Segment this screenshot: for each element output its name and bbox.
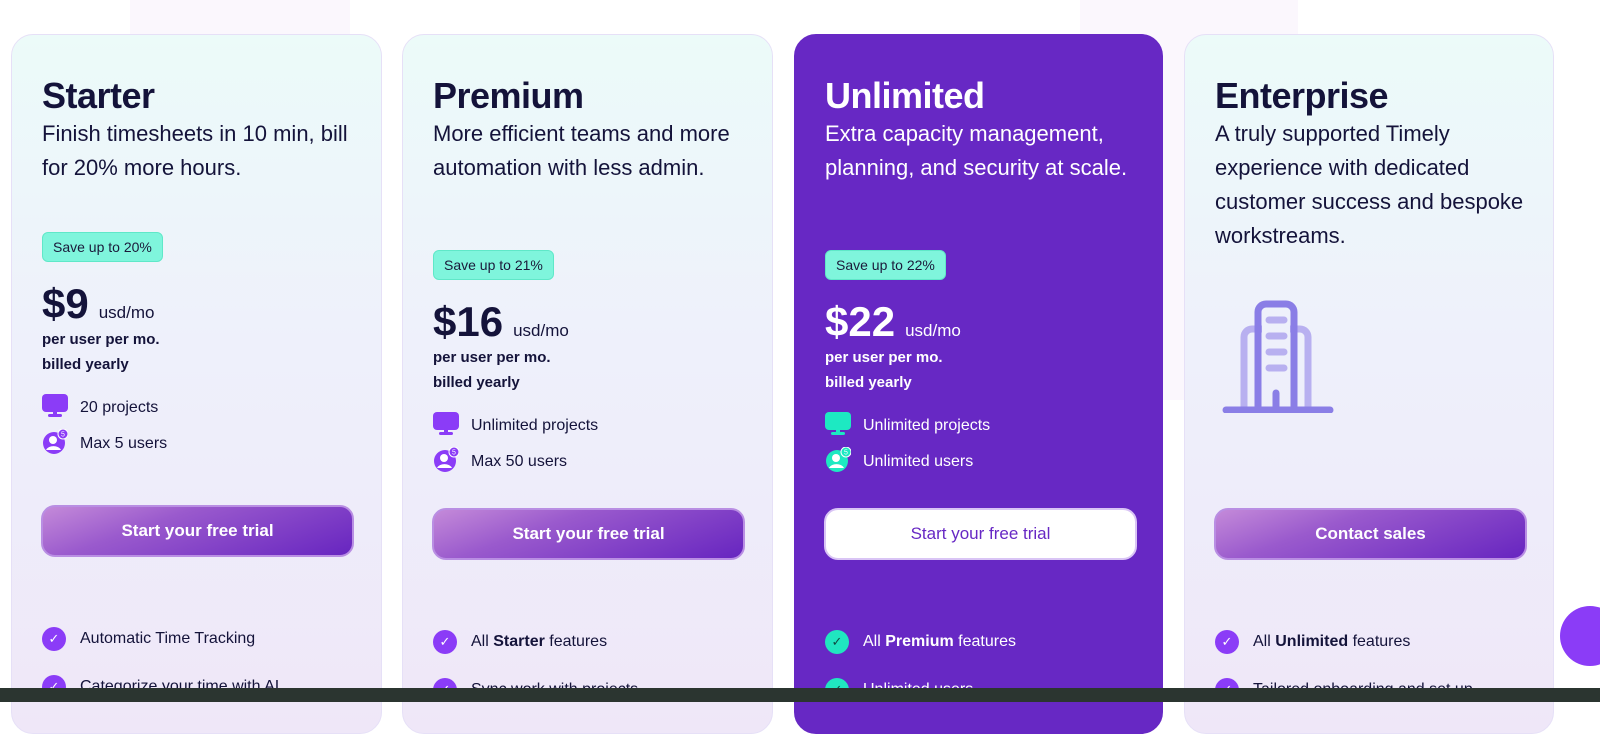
plan-card-premium: Premium More efficient teams and more au… (402, 34, 773, 734)
savings-badge: Save up to 20% (42, 232, 163, 262)
user-icon: 5 (825, 446, 852, 478)
savings-badge: Save up to 21% (433, 250, 554, 280)
price: $9 usd/mo (42, 280, 154, 328)
limit-users: 5 Max 50 users (433, 446, 598, 474)
price: $22 usd/mo (825, 298, 961, 346)
feature-item: ✓ Automatic Time Tracking (42, 627, 255, 651)
billing-line: billed yearly (825, 374, 912, 391)
price-unit: usd/mo (98, 303, 155, 322)
price-unit: usd/mo (905, 321, 961, 340)
billing-line: per user per mo. (42, 331, 160, 348)
billing-info: per user per mo. billed yearly (42, 327, 160, 377)
billing-info: per user per mo. billed yearly (825, 345, 943, 395)
plan-card-unlimited: Unlimited Extra capacity management, pla… (794, 34, 1163, 734)
limit-label: Unlimited users (863, 453, 974, 470)
plan-card-enterprise: Enterprise A truly supported Timely expe… (1184, 34, 1554, 734)
billing-info: per user per mo. billed yearly (433, 345, 551, 395)
limit-users: 5 Unlimited users (825, 446, 990, 474)
price-amount: $16 (433, 298, 504, 345)
monitor-icon (42, 393, 68, 423)
feature-item: ✓ All Premium features (825, 630, 1016, 654)
limit-label: Max 5 users (80, 435, 168, 452)
bottom-bar (0, 688, 1600, 702)
plan-description: Extra capacity management, planning, and… (825, 121, 1128, 180)
plan-description: More efficient teams and more automation… (433, 121, 730, 180)
user-icon: 5 (433, 446, 460, 478)
feature-item: ✓ All Unlimited features (1215, 630, 1410, 654)
start-trial-button[interactable]: Start your free trial (824, 508, 1137, 560)
plan-name: Enterprise (1215, 75, 1389, 116)
savings-badge: Save up to 22% (825, 250, 946, 280)
check-icon: ✓ (825, 630, 849, 654)
limit-label: Unlimited projects (863, 417, 991, 434)
limit-label: Max 50 users (471, 453, 568, 470)
start-trial-button[interactable]: Start your free trial (432, 508, 745, 560)
limit-projects: 20 projects (42, 393, 167, 423)
svg-text:5: 5 (61, 431, 65, 438)
price: $16 usd/mo (433, 298, 569, 346)
limit-projects: Unlimited projects (433, 411, 599, 441)
limit-projects: Unlimited projects (825, 411, 991, 441)
limit-users: 5 Max 5 users (42, 428, 168, 456)
monitor-icon (433, 411, 459, 441)
billing-line: billed yearly (433, 374, 520, 391)
svg-text:5: 5 (844, 449, 848, 456)
check-icon: ✓ (433, 630, 457, 654)
plan-name: Premium (433, 75, 584, 116)
plan-name: Starter (42, 75, 155, 116)
feature-text: All Premium features (863, 633, 1016, 650)
billing-line: per user per mo. (433, 349, 551, 366)
user-icon: 5 (42, 428, 69, 460)
billing-line: per user per mo. (825, 349, 943, 366)
plan-name: Unlimited (825, 75, 985, 116)
plan-limits: Unlimited projects 5 Unlimited users (825, 411, 991, 474)
price-amount: $9 (42, 280, 89, 327)
plan-description: Finish timesheets in 10 min, bill for 20… (42, 121, 348, 180)
limit-label: Unlimited projects (471, 417, 599, 434)
contact-sales-button[interactable]: Contact sales (1214, 508, 1527, 560)
building-icon (1218, 297, 1334, 418)
plan-limits: 20 projects 5 Max 5 users (42, 393, 168, 456)
start-trial-button[interactable]: Start your free trial (41, 505, 354, 557)
plan-description: A truly supported Timely experience with… (1215, 121, 1524, 248)
check-icon: ✓ (1215, 630, 1239, 654)
billing-line: billed yearly (42, 356, 129, 373)
svg-text:5: 5 (452, 449, 456, 456)
check-icon: ✓ (42, 627, 66, 651)
feature-text: All Unlimited features (1253, 633, 1411, 650)
price-unit: usd/mo (513, 321, 569, 340)
chat-widget-button[interactable] (1560, 606, 1600, 666)
plan-limits: Unlimited projects 5 Max 50 users (433, 411, 599, 474)
price-amount: $22 (825, 298, 896, 345)
feature-text: All Starter features (471, 633, 608, 650)
limit-label: 20 projects (80, 399, 159, 416)
feature-item: ✓ All Starter features (433, 630, 607, 654)
monitor-icon (825, 411, 851, 441)
plan-card-starter: Starter Finish timesheets in 10 min, bil… (11, 34, 382, 734)
feature-text: Automatic Time Tracking (80, 630, 256, 647)
